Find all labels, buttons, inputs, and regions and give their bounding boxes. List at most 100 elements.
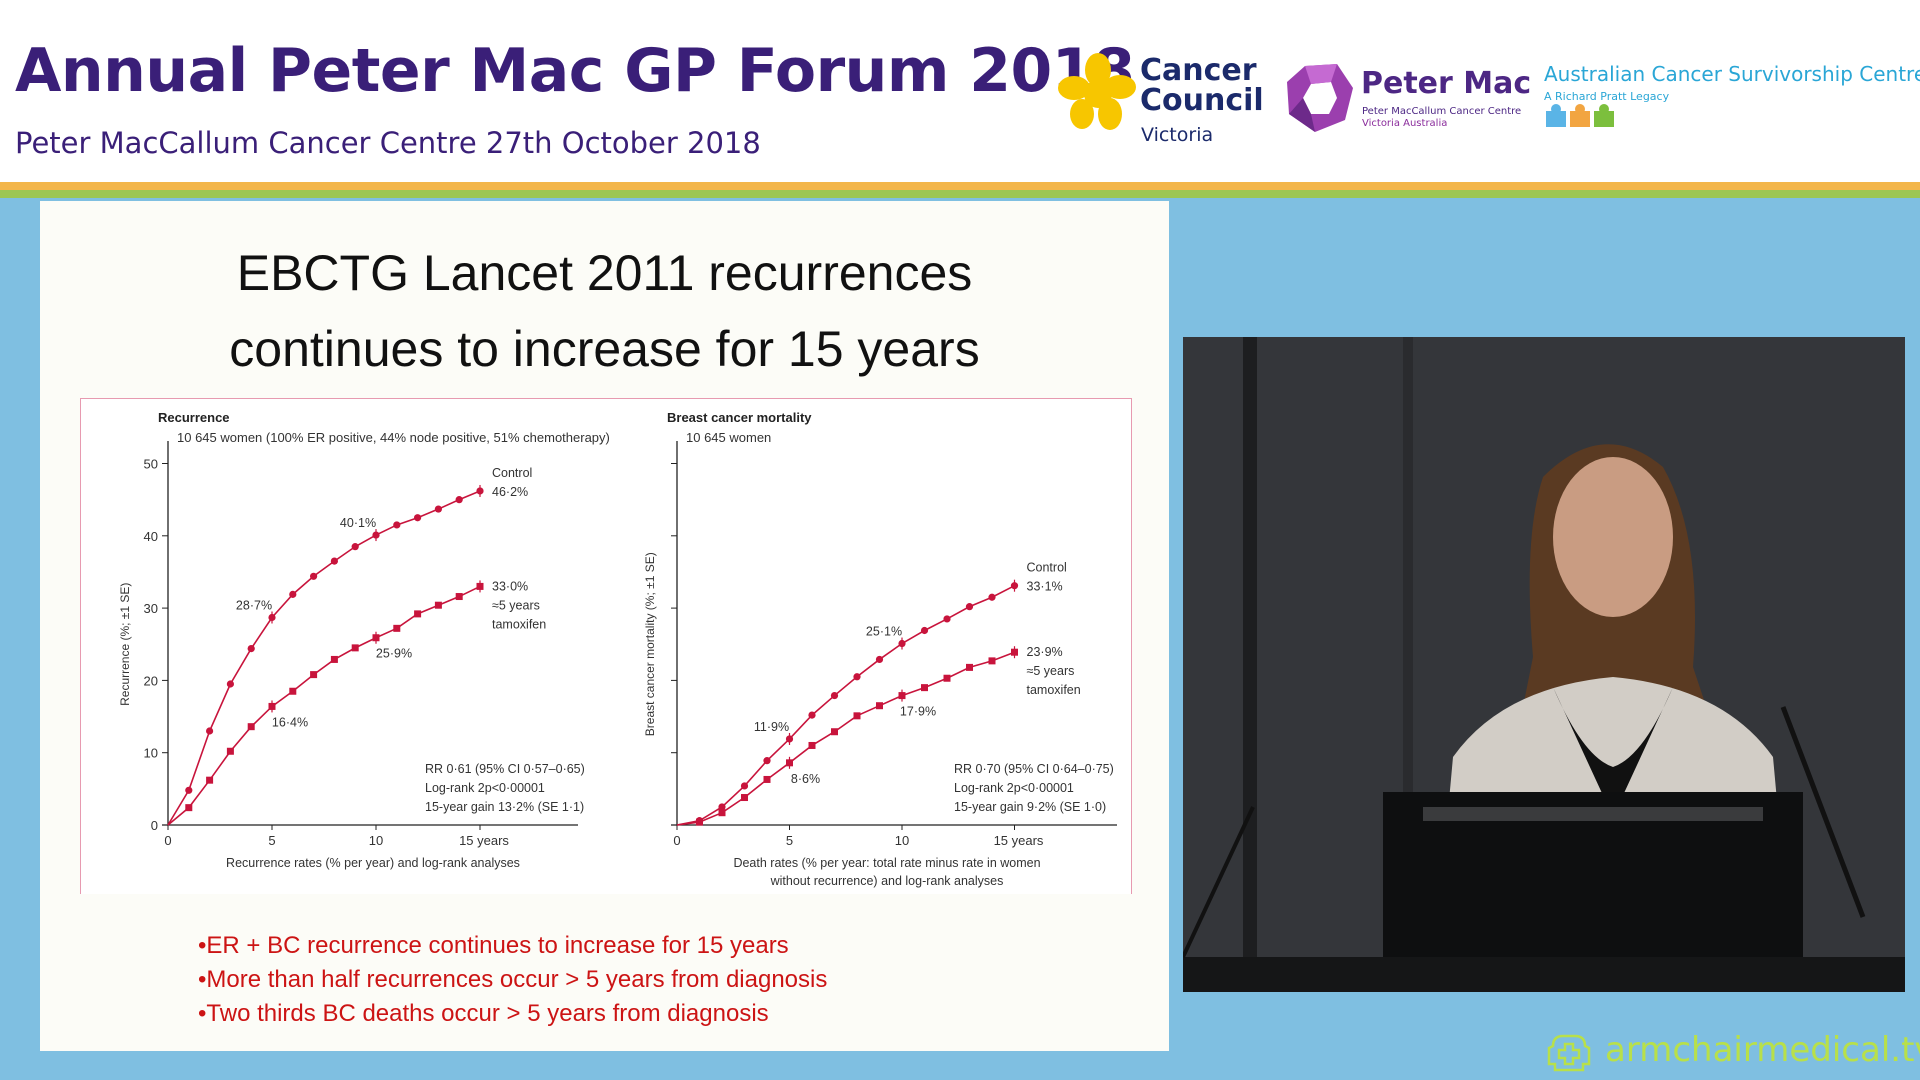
chart-subtitle: 10 645 women (100% ER positive, 44% node… <box>177 430 610 445</box>
stats-text: RR 0·70 (95% CI 0·64–0·75) <box>954 762 1114 776</box>
bullet-item: •More than half recurrences occur > 5 ye… <box>198 966 828 993</box>
data-point-control <box>920 626 929 635</box>
data-point-control <box>740 782 749 790</box>
end-label-tamoxifen: 33·0% <box>492 579 528 593</box>
y-axis-label: Breast cancer mortality (%; ±1 SE) <box>643 552 657 736</box>
header-stripe <box>0 182 1920 190</box>
bullet-item: •ER + BC recurrence continues to increas… <box>198 932 789 959</box>
data-point-tamoxifen <box>966 663 973 671</box>
watermark-text: armchairmedical.tv <box>1605 1030 1920 1070</box>
puzzle-people-icon <box>1546 104 1614 127</box>
data-point-tamoxifen <box>310 671 318 679</box>
series-line-tamoxifen <box>167 585 481 826</box>
x-axis-label: without recurrence) and log-rank analyse… <box>770 874 1004 888</box>
data-label: 40·1% <box>340 516 376 530</box>
chart-title: Recurrence <box>158 410 230 425</box>
y-tick-label: 50 <box>144 457 158 472</box>
data-point-tamoxifen <box>921 684 928 692</box>
data-point-tamoxifen <box>988 657 996 665</box>
x-tick-label: 15 years <box>459 833 509 848</box>
x-tick-label: 0 <box>164 833 171 848</box>
slide-title-line: EBCTG Lancet 2011 recurrences <box>236 245 973 301</box>
logo-text: Australian Cancer Survivorship Centre <box>1544 62 1920 86</box>
end-label-tamoxifen: ≈5 years <box>1027 664 1075 678</box>
data-point-tamoxifen <box>434 601 442 609</box>
end-label-control: Control <box>1027 561 1067 575</box>
speaker-video <box>1183 337 1905 992</box>
daffodil-icon <box>1058 53 1136 130</box>
data-point-control <box>206 727 214 735</box>
logo-text: A Richard Pratt Legacy <box>1544 90 1670 103</box>
chart-title: Breast cancer mortality <box>667 410 812 425</box>
stats-text: 15-year gain 13·2% (SE 1·1) <box>425 800 584 814</box>
data-point-control <box>185 786 193 794</box>
data-point-tamoxifen <box>414 610 422 618</box>
data-point-control <box>965 603 974 611</box>
y-tick-label: 20 <box>144 673 158 688</box>
x-tick-label: 0 <box>673 833 680 848</box>
data-point-control <box>718 803 726 811</box>
data-point-control <box>988 593 996 601</box>
forum-subtitle: Peter MacCallum Cancer Centre 27th Octob… <box>15 126 761 160</box>
end-label-tamoxifen: tamoxifen <box>1027 683 1081 697</box>
data-point-control <box>310 572 318 580</box>
logo-text: Victoria Australia <box>1362 118 1448 129</box>
data-point-tamoxifen <box>853 712 861 720</box>
end-label-control: 33·1% <box>1027 580 1063 594</box>
logo-text: Victoria <box>1141 124 1214 146</box>
data-point-tamoxifen <box>718 809 726 817</box>
data-label: 8·6% <box>791 772 820 786</box>
data-point-control <box>393 521 401 529</box>
data-point-control <box>414 514 422 522</box>
logo-text: Council <box>1140 83 1264 118</box>
logo-text: Peter MacCallum Cancer Centre <box>1362 106 1522 117</box>
chart-subtitle: 10 645 women <box>686 430 771 445</box>
data-point-tamoxifen <box>808 741 816 749</box>
peter-mac-logo: Peter Mac Peter MacCallum Cancer Centre V… <box>1285 62 1531 142</box>
presentation-slide: EBCTG Lancet 2011 recurrences continues … <box>40 201 1169 1051</box>
data-point-control <box>875 655 884 664</box>
stats-text: Log-rank 2p<0·00001 <box>954 781 1074 795</box>
data-point-control <box>808 711 816 719</box>
data-label: 16·4% <box>272 715 308 729</box>
data-point-tamoxifen <box>696 818 703 826</box>
data-point-tamoxifen <box>455 593 463 601</box>
logo-text: Cancer <box>1140 53 1257 88</box>
slide-title-line: continues to increase for 15 years <box>229 321 980 377</box>
data-point-control <box>943 615 951 623</box>
y-tick-label: 40 <box>144 529 158 544</box>
data-point-tamoxifen <box>831 728 838 736</box>
acsc-logo: Australian Cancer Survivorship Centre A … <box>1544 62 1920 142</box>
speaker-video-frame <box>1183 337 1905 992</box>
data-point-tamoxifen <box>943 674 951 682</box>
peter-mac-emblem-icon <box>1287 64 1353 132</box>
data-label: 28·7% <box>236 598 272 612</box>
armchairmedical-watermark: armchairmedical.tv <box>1547 1030 1920 1072</box>
stats-text: 15-year gain 9·2% (SE 1·0) <box>954 800 1106 814</box>
data-label: 11·9% <box>754 720 789 734</box>
series-line-control <box>676 584 1015 826</box>
y-tick-label: 0 <box>151 818 158 833</box>
data-point-control <box>226 680 234 688</box>
end-label-control: Control <box>492 466 532 480</box>
data-label: 17·9% <box>900 705 936 719</box>
logo-text: Peter Mac <box>1361 66 1532 101</box>
data-point-tamoxifen <box>226 747 234 755</box>
forum-title: Annual Peter Mac GP Forum 2018 <box>15 36 1135 106</box>
series-line-control <box>167 490 481 826</box>
data-point-control <box>330 557 338 565</box>
data-point-control <box>763 757 771 765</box>
data-point-tamoxifen <box>741 794 748 802</box>
slide-title: EBCTG Lancet 2011 recurrences continues … <box>40 235 1169 387</box>
data-point-tamoxifen <box>289 687 297 695</box>
bullet-item: •Two thirds BC deaths occur > 5 years fr… <box>198 1000 769 1027</box>
data-point-control <box>247 644 255 653</box>
end-label-tamoxifen: ≈5 years <box>492 598 540 612</box>
header-stripe <box>0 190 1920 198</box>
data-point-control <box>289 590 297 598</box>
series-line-tamoxifen <box>676 651 1015 826</box>
stats-text: RR 0·61 (95% CI 0·57–0·65) <box>425 762 585 776</box>
x-axis-label: Recurrence rates (% per year) and log-ra… <box>226 856 520 870</box>
x-tick-label: 10 <box>369 833 383 848</box>
x-tick-label: 15 years <box>994 833 1044 848</box>
